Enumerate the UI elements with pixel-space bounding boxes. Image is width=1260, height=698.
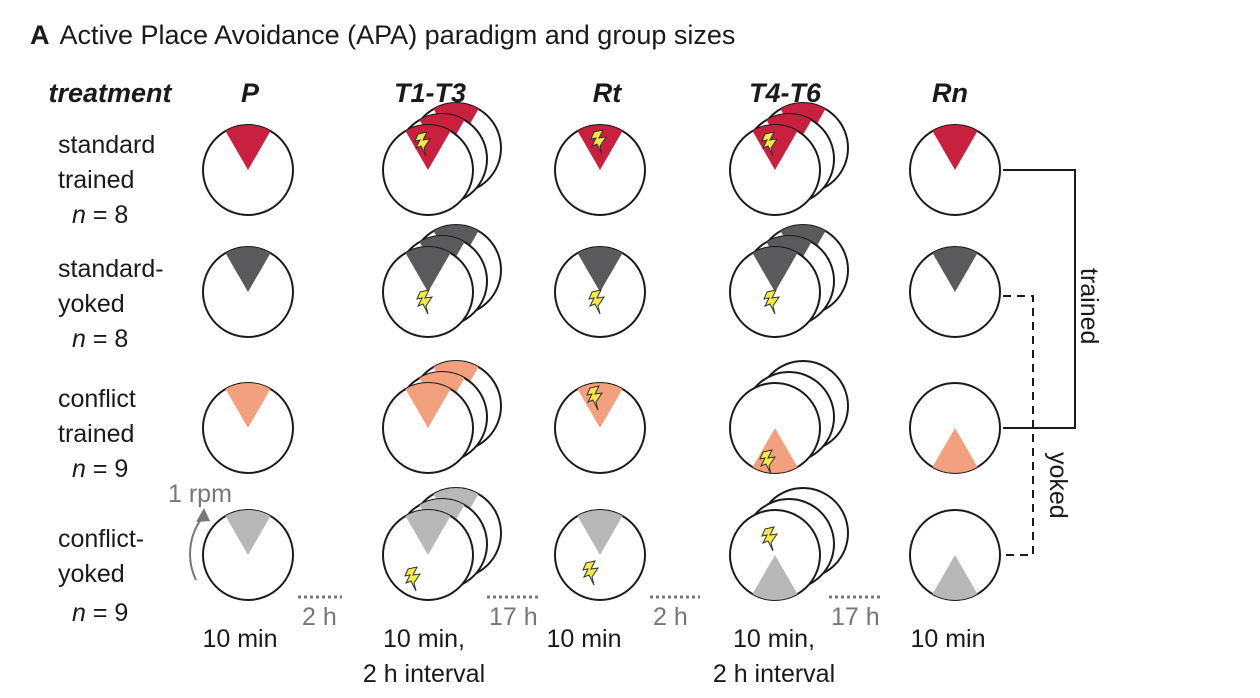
duration-rt: 10 min — [546, 625, 622, 653]
rotation-label: 1 rpm — [168, 480, 232, 508]
group-line1: conflict- — [58, 525, 145, 553]
figure-title: A Active Place Avoidance (APA) paradigm a… — [30, 20, 735, 51]
side-label-trained: trained — [1075, 268, 1103, 345]
interval-label-4: 17 h — [831, 603, 880, 631]
group-line1: standard- — [58, 255, 164, 283]
arena-g4-rt-shock-zone — [577, 510, 623, 555]
rotation-arrow — [189, 517, 203, 581]
group-label-standard-yoked: standard- yoked n = 8 — [58, 252, 164, 357]
yoked-bracket — [1003, 295, 1034, 556]
group-size: n = 8 — [72, 201, 129, 229]
arena-g2-t4-t6-shock-icon — [763, 289, 781, 315]
arena-g2-rt-shock-icon — [588, 289, 606, 315]
group-line1: standard — [58, 131, 156, 159]
arena-g1-rn-shock-zone — [932, 124, 978, 170]
session-header-p: P — [240, 78, 259, 108]
arena-g4-t4-t6-shock-zone — [752, 555, 798, 600]
arena-g4-t4-t6-shock-icon — [761, 526, 779, 552]
arena-g4-p-shock-zone — [225, 510, 271, 555]
interval-label-1: 2 h — [302, 603, 337, 631]
group-label-standard-trained: standard trained n = 8 — [58, 128, 155, 233]
arena-g2-rn-shock-zone — [932, 246, 978, 292]
arena-g4-t1-t3-shock-icon — [404, 566, 422, 592]
side-label-yoked: yoked — [1044, 452, 1072, 519]
group-label-conflict-yoked: conflict- yoked n = 9 — [58, 522, 144, 631]
duration-t1-t3: 10 min, 2 h interval — [362, 625, 486, 688]
arena-g3-rt-shock-icon — [586, 385, 604, 411]
rotation-arrowhead-icon — [196, 508, 210, 522]
arena-g1-rt-shock-icon — [590, 129, 608, 155]
treatment-header: treatment — [48, 78, 172, 108]
duration-rn: 10 min — [910, 625, 986, 653]
group-line2: trained — [58, 420, 135, 448]
session-header-rt: Rt — [592, 78, 622, 108]
arena-g1-p-shock-zone — [225, 124, 271, 170]
group-size: n = 9 — [72, 599, 129, 627]
group-line2: yoked — [58, 290, 125, 318]
group-line2: trained — [58, 166, 135, 194]
arena-g1-t4-t6-shock-icon — [761, 131, 779, 157]
arena-g3-rn-shock-zone — [932, 428, 978, 473]
session-header-rn: Rn — [932, 78, 968, 108]
arena-g2-t4-t6-shock-zone — [752, 246, 798, 292]
arena-g2-p-shock-zone — [225, 246, 271, 292]
title-text: Active Place Avoidance (APA) paradigm an… — [59, 20, 736, 50]
interval-label-3: 2 h — [653, 603, 688, 631]
arena-g3-t1-t3-shock-zone — [405, 383, 451, 428]
duration-p: 10 min — [202, 625, 278, 653]
group-size: n = 9 — [72, 455, 129, 483]
arena-g4-rn-shock-zone — [932, 555, 978, 600]
panel-letter: A — [30, 20, 50, 50]
arena-g3-t4-t6-shock-icon — [759, 449, 777, 475]
interval-label-2: 17 h — [489, 603, 538, 631]
group-line1: conflict — [58, 385, 136, 413]
arena-g2-t1-t3-shock-icon — [416, 289, 434, 315]
group-label-conflict-trained: conflict trained n = 9 — [58, 382, 136, 487]
arena-g2-t1-t3-shock-zone — [405, 246, 451, 292]
trained-bracket — [1003, 169, 1076, 429]
arena-g4-t1-t3-shock-zone — [405, 510, 451, 555]
group-line2: yoked — [58, 560, 125, 588]
arena-g1-t1-t3-shock-icon — [414, 131, 432, 157]
arena-g3-p-shock-zone — [225, 383, 271, 428]
arena-g4-rt-shock-icon — [582, 560, 600, 586]
duration-t4-t6: 10 min, 2 h interval — [712, 625, 836, 688]
group-size: n = 8 — [72, 325, 129, 353]
arena-g2-rt-shock-zone — [577, 246, 623, 292]
